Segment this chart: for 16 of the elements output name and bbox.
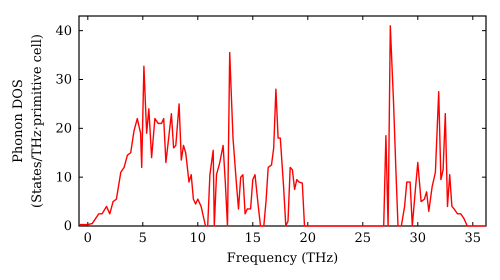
x-tick-label: 20 [300,231,316,246]
y-tick-label: 10 [55,170,72,186]
x-tick-label: 15 [244,231,262,246]
x-axis-title: Frequency (THz) [226,251,338,266]
y-tick-label: 30 [55,72,72,88]
x-tick-label: 30 [410,231,426,246]
y-axis-title: Phonon DOS (States/THz·primitive cell) [11,34,45,208]
x-tick-label: 0 [84,231,92,246]
x-tick-label: 10 [190,231,206,246]
line-series [78,25,487,227]
y-tick-label: 0 [64,219,72,234]
x-tick-label: 35 [464,231,482,246]
x-tick-label: 25 [354,231,372,246]
y-tick-label: 40 [55,24,72,39]
y-tick-label: 20 [55,121,72,136]
x-tick-label: 5 [138,231,147,246]
